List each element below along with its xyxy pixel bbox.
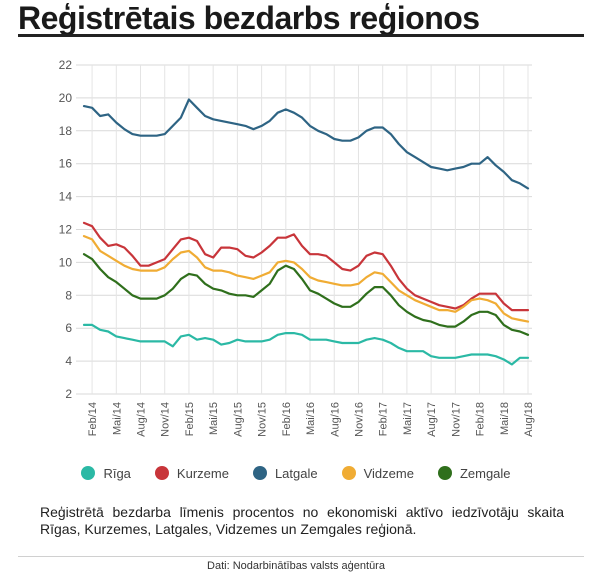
x-tick-label: Mai/15 — [208, 402, 220, 435]
x-tick-label: Mai/17 — [402, 402, 414, 435]
y-axis-ticks: 2 4 6 8 10 12 14 16 18 20 22 — [59, 58, 73, 401]
x-tick-label: Aug/15 — [232, 402, 244, 437]
line-chart: 2 4 6 8 10 12 14 16 18 20 22 Feb/14 Mai/14 Aug/14 Nov… — [59, 58, 535, 437]
legend-label: Rīga — [103, 465, 131, 481]
y-tick-label: 18 — [59, 124, 73, 138]
legend-item: Vidzeme — [341, 465, 414, 481]
x-tick-label: Mai/14 — [111, 402, 123, 435]
x-tick-label: Aug/14 — [136, 402, 148, 437]
x-tick-label: Nov/16 — [353, 402, 365, 437]
y-tick-label: 10 — [59, 255, 73, 269]
x-tick-label: Feb/17 — [378, 402, 390, 436]
legend-label: Kurzeme — [176, 465, 229, 481]
y-tick-label: 12 — [59, 223, 73, 237]
x-axis-ticks: Feb/14 Mai/14 Aug/14 Nov/14 Feb/15 Mai/15 Aug/… — [87, 402, 535, 437]
x-tick-label: Feb/14 — [87, 402, 99, 436]
series-line-vidzeme — [82, 235, 530, 323]
legend-label: Zemgale — [459, 465, 511, 481]
series-line-zemgale — [82, 253, 530, 336]
y-tick-label: 16 — [59, 157, 73, 171]
x-tick-label: Feb/16 — [281, 402, 293, 436]
source-divider — [18, 556, 584, 557]
legend-swatch — [154, 466, 169, 480]
y-tick-label: 6 — [65, 321, 72, 335]
legend-swatch — [81, 466, 96, 480]
series-lines — [82, 98, 530, 366]
y-tick-label: 4 — [65, 354, 72, 368]
x-tick-label: Nov/14 — [160, 402, 172, 437]
y-tick-label: 14 — [59, 190, 73, 204]
x-tick-label: Feb/18 — [475, 402, 487, 436]
chart-caption: Reģistrētā bezdarba līmenis procentos no… — [40, 504, 564, 537]
series-line-latgale — [82, 98, 530, 190]
x-tick-label: Nov/15 — [257, 402, 269, 437]
y-tick-label: 2 — [65, 387, 72, 401]
x-tick-label: Aug/17 — [426, 402, 438, 437]
legend-swatch — [341, 466, 356, 480]
legend-item: Zemgale — [437, 465, 511, 481]
title-underline — [18, 34, 584, 37]
x-tick-label: Mai/18 — [499, 402, 511, 435]
data-source: Dati: Nodarbinātības valsts aģentūra — [207, 560, 385, 572]
legend-item: Latgale — [252, 465, 318, 481]
y-tick-label: 22 — [59, 58, 73, 72]
y-tick-label: 8 — [65, 288, 72, 302]
grid-lines — [76, 64, 532, 395]
legend-label: Latgale — [274, 465, 318, 481]
page-title: Reģistrētais bezdarbs reģionos — [18, 0, 480, 36]
x-tick-label: Feb/15 — [184, 402, 196, 436]
legend-label: Vidzeme — [363, 465, 414, 481]
chart-legend: Rīga Kurzeme Latgale Vidzeme Zemgale — [0, 461, 592, 485]
x-tick-label: Nov/17 — [450, 402, 462, 437]
legend-item: Kurzeme — [154, 465, 229, 481]
series-line-kurzeme — [82, 221, 530, 312]
series-line-rīga — [82, 323, 530, 366]
legend-swatch — [252, 466, 267, 480]
x-tick-label: Mai/16 — [305, 402, 317, 435]
x-tick-label: Aug/16 — [329, 402, 341, 437]
x-tick-label: Aug/18 — [523, 402, 535, 437]
legend-swatch — [437, 466, 452, 480]
y-tick-label: 20 — [59, 91, 73, 105]
legend-item: Rīga — [81, 465, 131, 481]
